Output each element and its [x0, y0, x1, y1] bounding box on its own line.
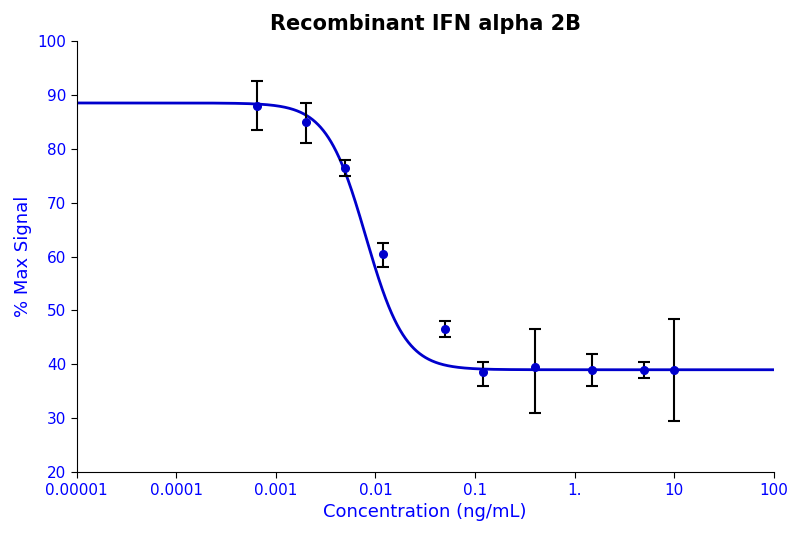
Title: Recombinant IFN alpha 2B: Recombinant IFN alpha 2B [269, 14, 581, 34]
X-axis label: Concentration (ng/mL): Concentration (ng/mL) [323, 503, 527, 521]
Y-axis label: % Max Signal: % Max Signal [14, 196, 32, 317]
